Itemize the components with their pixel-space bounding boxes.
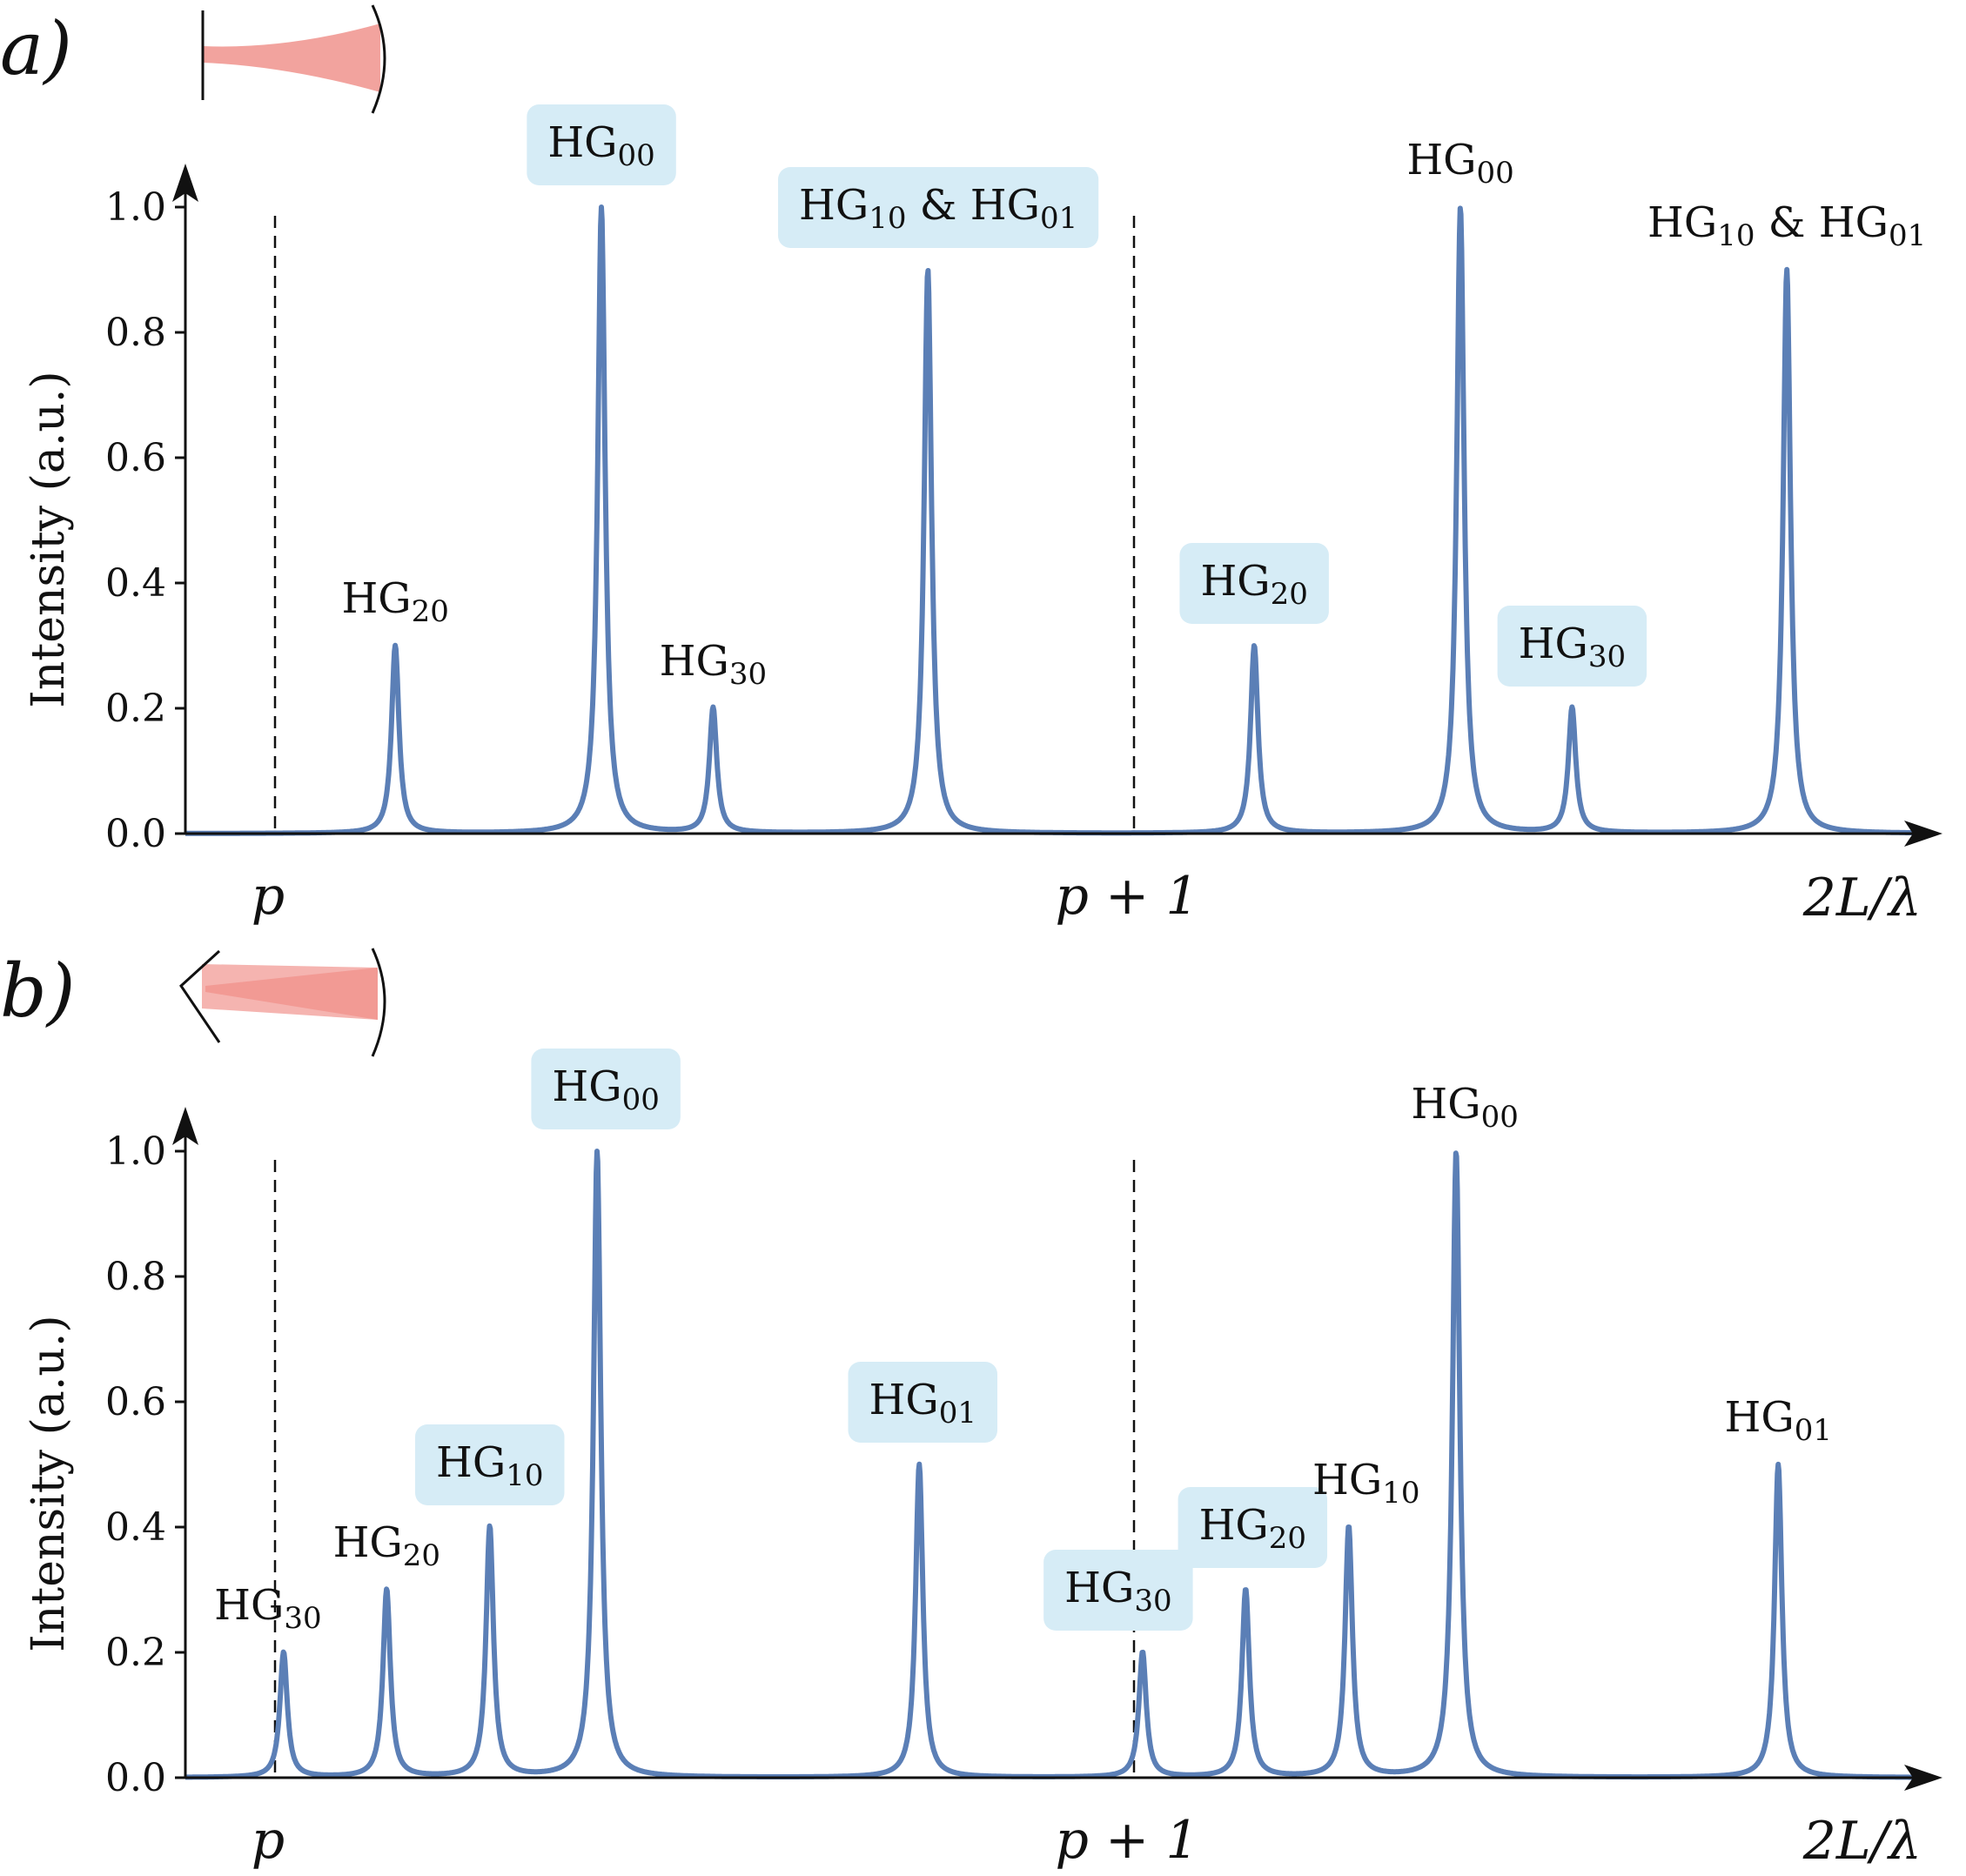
peak-label: HG01 [848, 1362, 997, 1443]
peak-label: HG20 [333, 1518, 440, 1573]
peak-label: HG00 [1406, 136, 1513, 191]
peak-label-highlight [1178, 1487, 1328, 1568]
peak-label: HG30 [1497, 606, 1647, 687]
panel-a-cavity-schematic [201, 4, 386, 114]
y-tick-label: 0.8 [105, 1255, 166, 1299]
y-tick-label: 0.6 [105, 436, 166, 480]
y-axis-arrow [172, 1107, 198, 1145]
y-tick-label: 0.8 [105, 311, 166, 355]
panel-b-dashed-markers [273, 1160, 1136, 1778]
y-tick-label: 0.0 [105, 812, 166, 856]
panel-a-concave-mirror [371, 4, 386, 114]
panel-b-ylabel: Intensity (a.u.) [23, 1315, 75, 1652]
panel-a-spectrum-line [183, 204, 1930, 836]
panel-a-xmarker-labels: p p + 1 [252, 866, 1199, 927]
y-tick-label: 1.0 [105, 1129, 166, 1174]
peak-label-highlight [848, 1362, 997, 1443]
peak-label-text: HG20 [333, 1518, 440, 1573]
peak-label: HG10 [1312, 1456, 1419, 1511]
y-tick-label: 0.4 [105, 561, 166, 606]
panel-b: b) Intensity (a.u.) 0.0 0.2 0.4 0.6 0.8 1.0 H… [0, 948, 1943, 1872]
panel-b-concave-mirror [371, 948, 386, 1057]
panel-a-cavity-beam [203, 23, 380, 92]
peak-label-text: HG30 [1064, 1564, 1171, 1618]
x-marker-label: p [252, 1810, 285, 1871]
peak-label-text: HG30 [214, 1581, 321, 1636]
y-tick-label: 1.0 [105, 185, 166, 230]
peak-label-text: HG01 [869, 1376, 976, 1430]
y-tick-label: 0.0 [105, 1756, 166, 1800]
peak-label-highlight [531, 1049, 681, 1129]
peak-label-text: HG00 [1406, 136, 1513, 191]
panel-b-xmarker-labels: p p + 1 [252, 1810, 1199, 1871]
panel-b-cavity-beam-upper [202, 964, 378, 1020]
peak-label: HG01 [1725, 1393, 1832, 1448]
peak-label-text: HG00 [547, 118, 654, 173]
panel-a: a) Intensity (a.u.) 0.0 0.2 0.4 0.6 0.8 1.0 H… [0, 4, 1943, 928]
x-axis-arrow [1904, 821, 1943, 847]
y-axis-arrow [172, 164, 198, 202]
peak-label-text: HG10 & HG01 [1647, 198, 1926, 253]
peak-label-text: HG20 [1199, 1501, 1306, 1556]
panel-a-ytick-labels: 0.0 0.2 0.4 0.6 0.8 1.0 [105, 185, 185, 856]
peak-label-text: HG10 [1312, 1456, 1419, 1511]
peak-label-text: HG10 & HG01 [799, 181, 1077, 236]
y-tick-label: 0.6 [105, 1380, 166, 1424]
peak-label-highlight [1179, 543, 1329, 624]
y-tick-label: 0.2 [105, 687, 166, 731]
peak-label-highlight [527, 104, 676, 185]
peak-label-highlight [778, 167, 1099, 248]
peak-label: HG00 [531, 1049, 681, 1129]
panel-a-label: a) [0, 6, 72, 91]
x-marker-label: p + 1 [1056, 1810, 1199, 1871]
peak-label-text: HG20 [1200, 557, 1307, 612]
panel-a-xlabel: 2L/λ [1802, 868, 1922, 928]
peak-label: HG20 [1179, 543, 1329, 624]
peak-label-text: HG30 [660, 637, 767, 692]
peak-label-text: HG20 [341, 574, 448, 629]
peak-label: HG30 [660, 637, 767, 692]
panel-a-peak-labels: HG20 HG00 HG30 HG10 & HG01 HG20 HG00 HG30 HG10 … [341, 104, 1926, 692]
peak-label: HG30 [1043, 1550, 1193, 1631]
panel-a-ylabel: Intensity (a.u.) [23, 371, 75, 707]
peak-label: HG30 [214, 1581, 321, 1636]
panel-a-dashed-markers [273, 216, 1136, 834]
x-marker-label: p [252, 866, 285, 927]
peak-label-text: HG30 [1519, 620, 1626, 674]
x-marker-label: p + 1 [1056, 866, 1199, 927]
y-tick-label: 0.4 [105, 1505, 166, 1550]
peak-label-highlight [1043, 1550, 1193, 1631]
peak-label-text: HG01 [1725, 1393, 1832, 1448]
panel-b-left-mirror [179, 949, 221, 1043]
peak-label-text: HG00 [1411, 1080, 1518, 1135]
panel-b-ytick-labels: 0.0 0.2 0.4 0.6 0.8 1.0 [105, 1129, 185, 1800]
peak-label-text: HG00 [552, 1062, 659, 1117]
peak-label: HG20 [1178, 1487, 1328, 1568]
y-tick-label: 0.2 [105, 1631, 166, 1675]
x-axis-arrow [1904, 1765, 1943, 1791]
peak-label: HG00 [1411, 1080, 1518, 1135]
panel-b-label: b) [0, 948, 76, 1034]
peak-label-highlight [415, 1424, 565, 1505]
panel-b-cavity-schematic [179, 948, 386, 1057]
panel-b-axes [172, 1107, 1943, 1791]
peak-label: HG10 [415, 1424, 565, 1505]
peak-label-text: HG10 [436, 1438, 543, 1493]
peak-label: HG20 [341, 574, 448, 629]
panel-b-xlabel: 2L/λ [1802, 1811, 1922, 1872]
peak-label: HG10 & HG01 [778, 167, 1099, 248]
peak-label: HG00 [527, 104, 676, 185]
peak-label-highlight [1497, 606, 1647, 687]
peak-label: HG10 & HG01 [1647, 198, 1926, 253]
panel-a-axes [172, 164, 1943, 847]
